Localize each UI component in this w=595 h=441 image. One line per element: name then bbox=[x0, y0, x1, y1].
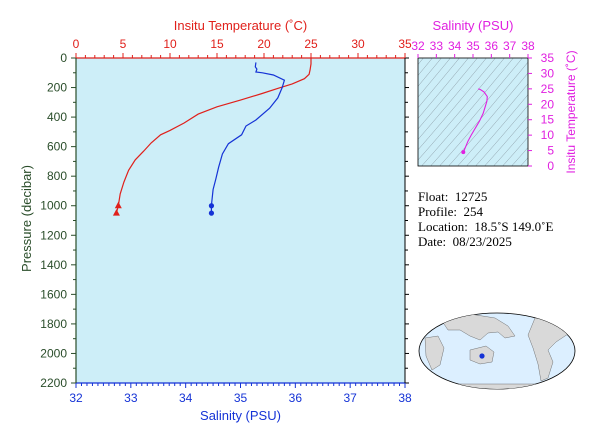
float-location-marker bbox=[479, 353, 485, 359]
inset-temperature-tick-label: 35 bbox=[541, 51, 555, 65]
salinity-tick-label: 35 bbox=[234, 391, 248, 405]
salinity-tick-label: 37 bbox=[343, 391, 357, 405]
temperature-tick-label: 0 bbox=[73, 37, 80, 51]
density-contour-line bbox=[466, 94, 528, 166]
profile-chart: 0200400600800100012001400160018002000220… bbox=[19, 18, 412, 423]
salinity-axis-label: Salinity (PSU) bbox=[200, 408, 281, 423]
pressure-tick-label: 600 bbox=[47, 140, 67, 154]
location-row: Location: 18.5˚S 149.0˚E bbox=[418, 219, 554, 234]
inset-salinity-tick-label: 32 bbox=[411, 39, 425, 53]
pressure-tick-label: 0 bbox=[60, 51, 67, 65]
pressure-tick-label: 400 bbox=[47, 110, 67, 124]
inset-temperature-tick-label: 25 bbox=[541, 82, 555, 96]
float-number: 12725 bbox=[454, 189, 488, 204]
location-value: 18.5˚S 149.0˚E bbox=[474, 219, 554, 234]
ts-series-line bbox=[462, 88, 488, 153]
salinity-marker bbox=[208, 203, 215, 209]
inset-temperature-tick-label: 20 bbox=[541, 97, 555, 111]
salinity-tick-label: 36 bbox=[289, 391, 303, 405]
inset-temperature-tick-label: 0 bbox=[547, 159, 554, 173]
inset-temperature-tick-label: 30 bbox=[541, 66, 555, 80]
plot-background bbox=[76, 58, 405, 383]
temperature-tick-label: 25 bbox=[304, 37, 318, 51]
density-contour-line bbox=[421, 58, 514, 166]
inset-temperature-axis-label: Insitu Temperature (˚C) bbox=[564, 50, 578, 173]
pressure-tick-label: 1000 bbox=[40, 199, 67, 213]
inset-salinity-tick-label: 38 bbox=[521, 39, 535, 53]
pressure-tick-label: 2000 bbox=[40, 346, 67, 360]
temperature-marker bbox=[114, 201, 122, 209]
profile-number: 254 bbox=[463, 204, 484, 219]
density-contour-line bbox=[526, 28, 595, 170]
salinity-tick-label: 33 bbox=[124, 391, 138, 405]
density-contour-line bbox=[418, 58, 487, 140]
inset-temperature-tick-label: 15 bbox=[541, 113, 555, 127]
salinity-tick-label: 38 bbox=[398, 391, 412, 405]
salinity-marker bbox=[208, 210, 215, 216]
density-contour-line bbox=[475, 104, 528, 166]
temperature-axis-label: Insitu Temperature (˚C) bbox=[174, 18, 307, 33]
density-contour-line bbox=[418, 58, 505, 161]
temperature-tick-label: 20 bbox=[257, 37, 271, 51]
inset-salinity-axis-label: Salinity (PSU) bbox=[433, 18, 514, 33]
density-contour-line bbox=[502, 136, 528, 166]
map-land-antarctica bbox=[429, 383, 561, 389]
inset-salinity-tick-label: 36 bbox=[485, 39, 499, 53]
temperature-tick-label: 15 bbox=[210, 37, 224, 51]
pressure-tick-label: 1600 bbox=[40, 287, 67, 301]
temperature-marker bbox=[112, 209, 120, 216]
pressure-tick-label: 1400 bbox=[40, 258, 67, 272]
pressure-tick-label: 800 bbox=[47, 169, 67, 183]
temperature-series-line bbox=[115, 58, 312, 214]
pressure-tick-label: 2200 bbox=[40, 376, 67, 390]
date-row: Date: 08/23/2025 bbox=[418, 234, 512, 249]
density-contour-line bbox=[418, 58, 478, 130]
float-info: Float: 12725 Profile: 254 Location: 18.5… bbox=[418, 189, 553, 249]
salinity-tick-label: 32 bbox=[69, 391, 83, 405]
float-row: Float: 12725 bbox=[418, 189, 488, 204]
density-contour-line bbox=[418, 58, 469, 119]
salinity-series-line bbox=[210, 62, 286, 214]
temperature-tick-label: 10 bbox=[163, 37, 177, 51]
map-land-africa bbox=[424, 335, 445, 371]
inset-salinity-tick-label: 33 bbox=[430, 39, 444, 53]
density-contour-line bbox=[493, 126, 528, 166]
profile-row: Profile: 254 bbox=[418, 204, 484, 219]
temperature-tick-label: 35 bbox=[398, 37, 412, 51]
density-contours bbox=[418, 28, 595, 170]
inset-salinity-tick-label: 37 bbox=[503, 39, 517, 53]
location-map bbox=[418, 312, 576, 390]
salinity-tick-label: 34 bbox=[179, 391, 193, 405]
inset-temperature-tick-label: 5 bbox=[547, 144, 554, 158]
pressure-tick-label: 1800 bbox=[40, 317, 67, 331]
inset-salinity-tick-label: 35 bbox=[466, 39, 480, 53]
inset-temperature-tick-label: 10 bbox=[541, 128, 555, 142]
temperature-tick-label: 30 bbox=[351, 37, 365, 51]
pressure-tick-label: 200 bbox=[47, 81, 67, 95]
ts-end-marker bbox=[461, 150, 466, 155]
density-contour-line bbox=[430, 58, 523, 166]
temperature-tick-label: 5 bbox=[120, 37, 127, 51]
density-contour-line bbox=[457, 83, 528, 166]
density-contour-line bbox=[520, 157, 528, 166]
map-land-asia bbox=[439, 313, 516, 341]
density-contour-line bbox=[484, 115, 528, 166]
density-contour-line bbox=[511, 147, 528, 166]
pressure-tick-label: 1200 bbox=[40, 228, 67, 242]
density-contour-line bbox=[418, 58, 496, 151]
density-contour-line bbox=[448, 72, 528, 166]
density-contour-line bbox=[439, 61, 528, 166]
inset-salinity-tick-label: 34 bbox=[448, 39, 462, 53]
pressure-axis-label: Pressure (decibar) bbox=[19, 165, 34, 272]
date-value: 08/23/2025 bbox=[452, 234, 512, 249]
